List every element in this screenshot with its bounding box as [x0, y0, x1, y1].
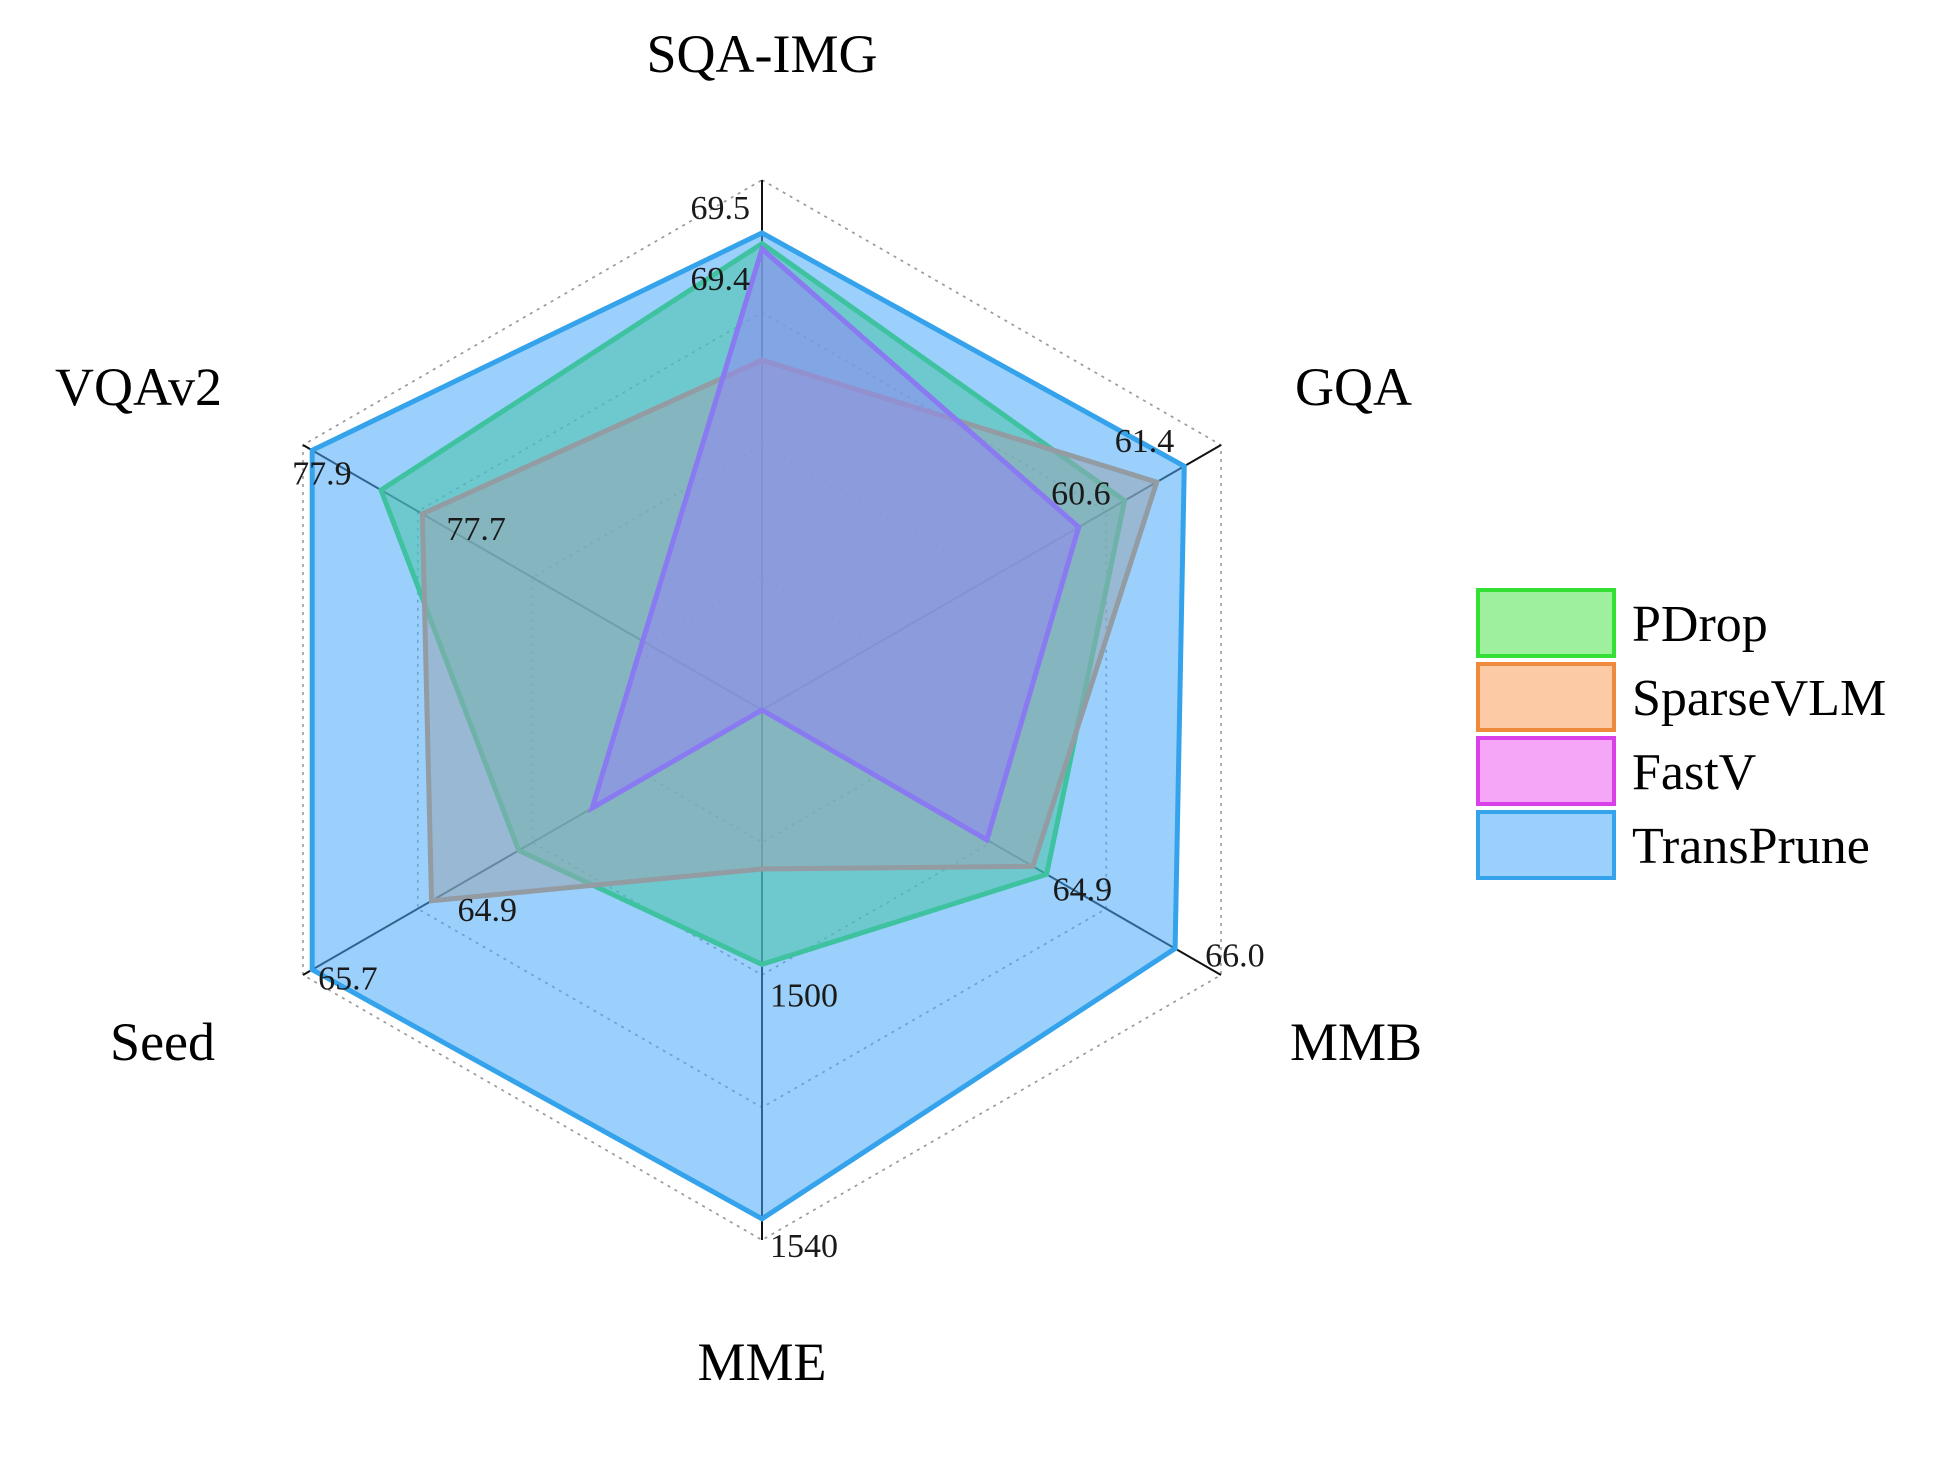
legend-swatch-fastv [1476, 736, 1616, 806]
axis-label-seed: Seed [110, 1012, 215, 1072]
axis-label-mmb: MMB [1290, 1012, 1422, 1072]
legend-swatch-sparsevlm [1476, 662, 1616, 732]
tick-label-mme-2: 1540 [770, 1228, 838, 1265]
tick-label-vqav2-2: 77.7 [446, 511, 506, 548]
tick-label-sqa-img-2: 69.4 [691, 261, 751, 298]
tick-label-gqa-1: 61.4 [1115, 423, 1175, 460]
legend-item-sparsevlm[interactable]: SparseVLM [1476, 662, 1886, 732]
radar-tick-labels: 69.5 69.4 61.460.6 64.9 66.0 1500 1540 64.9 65.7… [292, 190, 1264, 1265]
legend[interactable]: PDrop SparseVLM FastV TransPrune [1476, 588, 1886, 880]
tick-label-seed-2: 65.7 [318, 961, 378, 998]
legend-swatch-pdrop [1476, 588, 1616, 658]
tick-label-gqa-2: 60.6 [1051, 476, 1111, 513]
tick-label-mmb-2: 66.0 [1205, 938, 1265, 975]
radar-axis-labels: SQA-IMG GQA MMB MME Seed VQAv2 [55, 24, 1422, 1392]
axis-label-mme: MME [697, 1332, 826, 1392]
tick-label-seed-1: 64.9 [458, 892, 518, 929]
legend-label-transprune: TransPrune [1632, 818, 1870, 875]
axis-label-sqa-img: SQA-IMG [646, 24, 877, 84]
legend-item-transprune[interactable]: TransPrune [1476, 810, 1870, 880]
legend-item-pdrop[interactable]: PDrop [1476, 588, 1768, 658]
axis-label-vqav2: VQAv2 [55, 357, 222, 417]
tick-label-mme-1: 1500 [770, 977, 838, 1014]
legend-swatch-transprune [1476, 810, 1616, 880]
legend-item-fastv[interactable]: FastV [1476, 736, 1756, 806]
legend-label-pdrop: PDrop [1632, 596, 1768, 653]
legend-label-fastv: FastV [1632, 744, 1756, 801]
series-transprune [309, 230, 1187, 1222]
axis-label-gqa: GQA [1295, 357, 1412, 417]
tick-label-mmb-1: 64.9 [1053, 871, 1113, 908]
legend-label-sparsevlm: SparseVLM [1632, 670, 1886, 727]
tick-label-sqa-img-1: 69.5 [691, 190, 751, 227]
radar-series [309, 230, 1187, 1222]
tick-label-vqav2-1: 77.9 [292, 455, 352, 492]
